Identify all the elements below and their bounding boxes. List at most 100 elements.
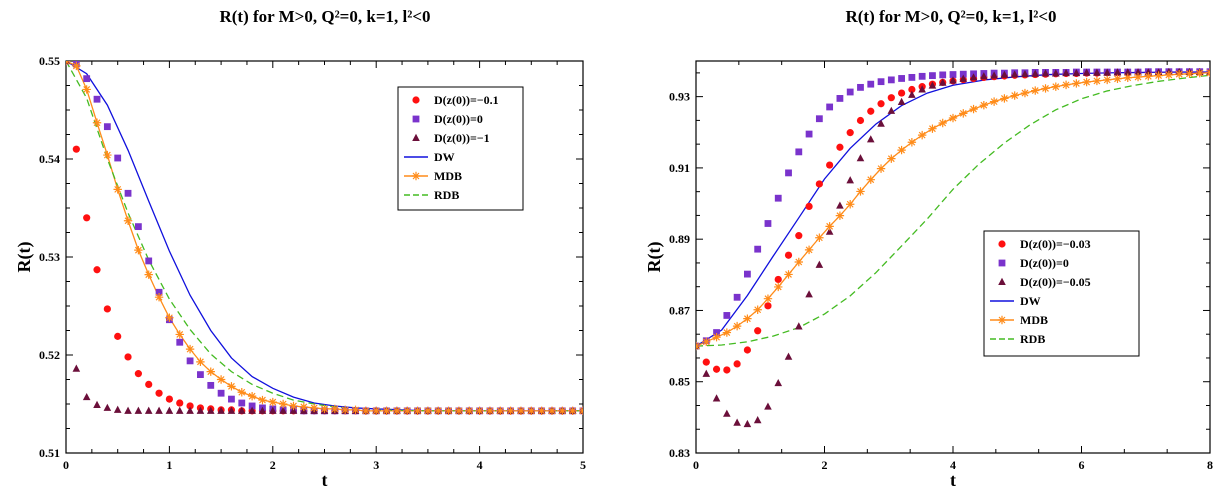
data-point-mdb <box>413 406 422 416</box>
data-point-d-z-0-1 <box>93 400 101 408</box>
data-point-mdb <box>835 211 845 220</box>
legend-marker <box>412 96 420 104</box>
data-point-mdb <box>1185 69 1194 79</box>
y-tick-label: 0.51 <box>39 446 60 460</box>
data-point-mdb <box>66 61 71 66</box>
data-point-mdb <box>876 164 886 173</box>
data-point-mdb <box>268 397 277 407</box>
data-point-mdb <box>1061 80 1071 90</box>
data-point-d-z-0-0 <box>774 194 782 202</box>
data-point-mdb <box>1010 91 1019 100</box>
data-point-d-z-0-1 <box>155 406 163 414</box>
y-tick-label: 0.55 <box>39 54 60 68</box>
data-point-d-z-0-0 <box>186 357 194 365</box>
data-point-mdb <box>444 406 453 416</box>
data-point-d-z-0-0-05 <box>1000 70 1009 78</box>
data-point-mdb <box>382 406 391 416</box>
data-point-d-z-0-0-05 <box>1093 68 1101 76</box>
data-point-d-z-0-0-05 <box>1072 68 1081 77</box>
data-point-d-z-0-0-03 <box>764 302 772 310</box>
data-point-d-z-0-0 <box>176 338 184 346</box>
data-point-d-z-0-0 <box>723 312 731 319</box>
data-point-d-z-0-1 <box>196 406 205 414</box>
data-point-d-z-0-0-1 <box>114 332 122 340</box>
legend-box <box>983 230 1140 357</box>
data-point-mdb <box>1144 72 1153 81</box>
data-point-mdb <box>897 145 906 155</box>
data-point-mdb <box>144 270 153 279</box>
legend-label: D(z(0))=−1 <box>434 131 490 145</box>
data-point-mdb <box>917 130 927 140</box>
data-point-mdb <box>1041 84 1050 93</box>
data-point-mdb <box>702 337 711 347</box>
data-point-d-z-0-1 <box>237 406 246 414</box>
data-point-d-z-0-0 <box>815 115 823 123</box>
data-point-d-z-0-0-1 <box>145 380 153 388</box>
y-axis-label: R(t) <box>14 242 35 273</box>
data-point-d-z-0-0 <box>124 189 132 197</box>
data-point-d-z-0-0-03 <box>733 360 741 368</box>
data-point-mdb <box>206 367 215 376</box>
legend-label: D(z(0))=0 <box>434 112 483 126</box>
legend-label: D(z(0))=−0.05 <box>1020 275 1091 289</box>
data-point-d-z-0-0-05 <box>908 90 916 98</box>
data-point-mdb <box>216 375 226 384</box>
data-point-mdb <box>361 406 371 416</box>
data-point-d-z-0-0-05 <box>774 378 783 387</box>
data-point-mdb <box>907 138 917 147</box>
data-point-d-z-0-0-03 <box>774 275 782 284</box>
data-point-d-z-0-0 <box>785 169 792 177</box>
x-tick-label: 2 <box>270 458 276 472</box>
data-point-d-z-0-0-03 <box>867 107 875 115</box>
data-point-d-z-0-1 <box>165 406 174 414</box>
data-point-mdb <box>1205 68 1210 77</box>
data-point-mdb <box>825 222 834 231</box>
data-point-d-z-0-0 <box>887 76 895 84</box>
data-point-d-z-0-0-03 <box>898 89 906 97</box>
data-point-mdb <box>516 406 526 416</box>
data-point-d-z-0-0-03 <box>723 366 731 374</box>
data-point-d-z-0-0-05 <box>897 97 906 105</box>
data-point-d-z-0-0-1 <box>186 402 194 410</box>
data-point-mdb <box>1092 76 1102 86</box>
data-point-mdb <box>794 257 803 267</box>
data-point-mdb <box>732 321 742 331</box>
data-point-d-z-0-0-05 <box>712 394 721 402</box>
data-point-d-z-0-0-05 <box>846 176 854 184</box>
data-point-d-z-0-0 <box>134 223 142 231</box>
data-point-d-z-0-0-1 <box>165 395 173 403</box>
data-point-d-z-0-0-05 <box>990 71 998 79</box>
data-point-mdb <box>887 154 896 163</box>
data-point-d-z-0-0-03 <box>815 180 823 188</box>
data-point-d-z-0-0 <box>949 71 957 78</box>
plot-area <box>66 61 583 416</box>
data-point-d-z-0-0-1 <box>103 305 111 313</box>
data-point-d-z-0-0-1 <box>93 266 101 274</box>
data-point-d-z-0-1 <box>72 364 81 372</box>
data-point-d-z-0-0-05 <box>1041 69 1050 77</box>
data-point-mdb <box>784 270 793 279</box>
data-point-mdb <box>846 200 855 209</box>
data-point-d-z-0-0-05 <box>743 419 752 428</box>
data-point-mdb <box>1154 71 1163 80</box>
data-point-d-z-0-0 <box>238 399 246 407</box>
data-point-d-z-0-0-05 <box>764 402 772 410</box>
data-point-d-z-0-0-1 <box>134 370 142 378</box>
y-tick-label: 0.54 <box>39 152 60 166</box>
data-point-mdb <box>506 406 515 416</box>
chart-title: R(t) for M>0, Q²=0, k=1, l²<0 <box>845 7 1056 26</box>
data-point-d-z-0-0 <box>877 78 885 86</box>
data-point-mdb <box>496 406 505 416</box>
data-point-d-z-0-0 <box>217 389 225 397</box>
data-point-d-z-0-0-05 <box>866 135 875 143</box>
data-point-mdb <box>1103 75 1112 85</box>
data-point-d-z-0-0-03 <box>826 161 834 169</box>
data-point-d-z-0-0-05 <box>805 290 813 298</box>
data-point-d-z-0-0 <box>898 75 905 82</box>
data-point-mdb <box>465 406 474 416</box>
data-point-d-z-0-0-05 <box>836 201 844 209</box>
series-line-dw <box>696 71 1210 347</box>
data-point-d-z-0-0 <box>908 73 916 81</box>
data-point-d-z-0-1 <box>227 406 236 414</box>
